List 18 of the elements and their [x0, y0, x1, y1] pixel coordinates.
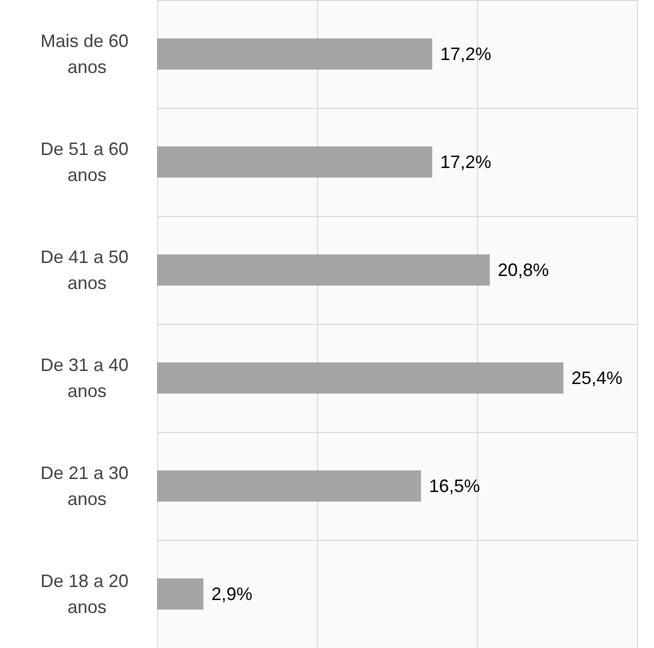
y-tick-label: De 18 a 20 anos [40, 571, 134, 617]
data-label: 17,2% [440, 44, 492, 64]
y-tick-label: Mais de 60 anos [40, 31, 134, 77]
bar [157, 578, 204, 610]
data-label: 20,8% [498, 260, 549, 280]
bar [157, 254, 490, 286]
data-label: 25,4% [571, 368, 622, 388]
y-tick-label: De 21 a 30 anos [40, 463, 134, 509]
y-tick-label: De 31 a 40 anos [40, 355, 134, 401]
bar [157, 38, 432, 70]
bar [157, 470, 421, 502]
bar [157, 146, 432, 178]
bar [157, 362, 564, 394]
data-label: 16,5% [429, 476, 480, 496]
data-label: 17,2% [440, 152, 492, 172]
y-tick-label: De 51 a 60 anos [40, 139, 134, 185]
data-label: 2,9% [211, 584, 252, 604]
y-tick-label: De 41 a 50 anos [40, 247, 134, 293]
